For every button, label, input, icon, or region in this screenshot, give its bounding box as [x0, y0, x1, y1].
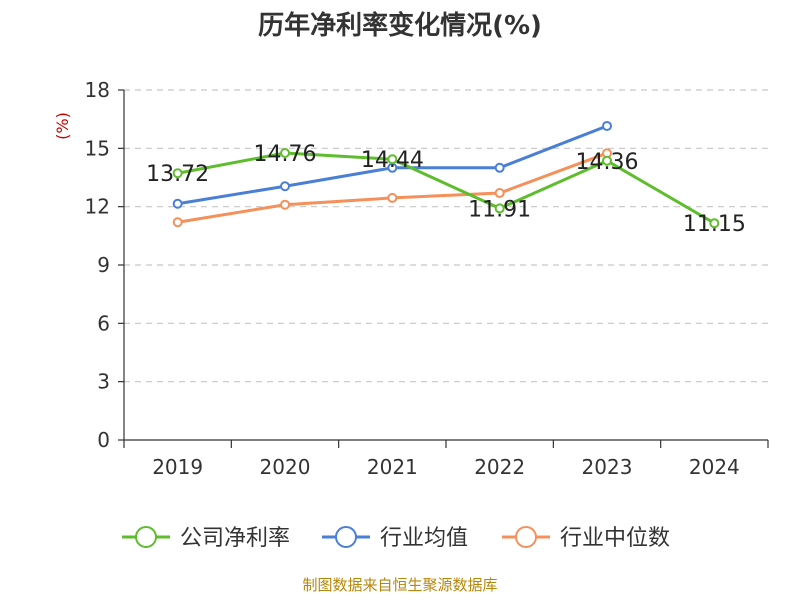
data-point [172, 168, 183, 179]
legend-marker [335, 526, 357, 548]
x-tick-label: 2019 [152, 455, 203, 479]
x-tick-label: 2020 [260, 455, 311, 479]
legend-label: 行业均值 [380, 526, 468, 551]
gridlines [124, 89, 768, 383]
x-tick-label: 2021 [367, 455, 418, 479]
y-tick-label: 0 [97, 428, 110, 452]
chart-title: 历年净利率变化情况(%) [258, 10, 542, 41]
x-tick-label: 2024 [689, 455, 740, 479]
axes: 0 3 6 9 12 15 18 2019 2020 2021 2022 2023 2024 [85, 78, 769, 479]
data-label: 14.36 [576, 150, 639, 175]
legend-marker [135, 526, 157, 548]
y-axis-unit-label: (%) [53, 112, 72, 140]
y-tick-label: 3 [97, 370, 110, 394]
data-label: 14.76 [254, 142, 317, 167]
y-tick-label: 6 [97, 311, 110, 335]
data-label: 13.72 [146, 162, 209, 187]
data-labels: 13.72 14.76 14.44 11.91 14.36 11.15 [146, 142, 746, 237]
data-label: 14.44 [361, 148, 424, 173]
data-point [602, 120, 612, 131]
data-label: 11.91 [468, 197, 531, 222]
data-point [494, 203, 505, 214]
x-tick-label: 2022 [474, 455, 525, 479]
data-point [280, 199, 290, 210]
data-point [172, 217, 183, 228]
legend-label: 公司净利率 [180, 526, 290, 551]
y-tick-label: 12 [85, 195, 110, 219]
data-point [387, 192, 398, 203]
legend-label: 行业中位数 [560, 526, 670, 551]
data-point [494, 188, 505, 199]
legend-marker [515, 526, 537, 548]
series-points [172, 120, 720, 229]
data-point [387, 154, 398, 165]
data-point [172, 198, 183, 209]
data-point [494, 162, 505, 173]
data-label: 11.15 [683, 212, 746, 237]
legend: 公司净利率 行业均值 行业中位数 [122, 526, 670, 551]
y-tick-label: 15 [85, 136, 110, 160]
y-tick-label: 9 [97, 253, 110, 277]
series-line [177, 151, 716, 225]
y-tick-label: 18 [85, 78, 110, 102]
data-source-note: 制图数据来自恒生聚源数据库 [302, 576, 497, 594]
x-tick-label: 2023 [582, 455, 633, 479]
data-point [709, 218, 720, 229]
data-point [602, 155, 612, 166]
data-point [280, 148, 290, 158]
data-point [280, 181, 290, 192]
